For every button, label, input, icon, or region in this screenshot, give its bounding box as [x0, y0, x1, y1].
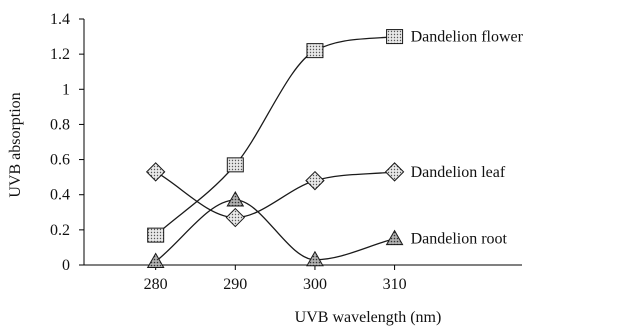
series-label: Dandelion root [411, 231, 508, 248]
data-point-diamond [305, 170, 325, 191]
y-tick-label: 0.4 [50, 187, 70, 204]
data-point-square [147, 227, 165, 243]
data-point-diamond [225, 207, 246, 228]
data-point-diamond [145, 162, 166, 182]
series-line [155, 199, 395, 263]
x-tick-label: 290 [223, 276, 247, 293]
data-point-triangle [306, 250, 324, 267]
y-tick-label: 1.2 [50, 46, 70, 63]
series-line [155, 171, 395, 219]
x-axis-title: UVB wavelength (nm) [295, 309, 442, 326]
y-tick-label: 0.6 [50, 152, 70, 169]
data-point-triangle [385, 229, 404, 246]
axes: 0 0.2 0.4 0.6 0.8 1 1.2 1.4 280 290 300 310 [50, 11, 522, 293]
series-layer: Dandelion flower Dandelion leaf Dandelion … [145, 29, 524, 268]
y-tick-label: 0 [62, 257, 70, 274]
series-triangle: Dandelion root [146, 190, 508, 268]
x-tick-label: 310 [383, 276, 407, 293]
data-point-square [306, 43, 324, 59]
y-tick-label: 0.8 [50, 116, 70, 133]
data-point-square [226, 157, 244, 173]
data-point-triangle [146, 252, 165, 268]
series-diamond: Dandelion leaf [145, 162, 506, 228]
y-axis-title: UVB absorption [7, 92, 24, 197]
y-tick-label: 1 [62, 81, 70, 98]
y-tick-label: 1.4 [50, 11, 70, 28]
x-tick-label: 280 [144, 276, 168, 293]
series-line [155, 35, 395, 236]
x-tick-label: 300 [303, 276, 327, 293]
series-label: Dandelion leaf [411, 164, 506, 181]
series-label: Dandelion flower [411, 29, 524, 46]
data-point-square [386, 29, 404, 45]
data-point-diamond [384, 162, 405, 182]
series-square: Dandelion flower [147, 29, 524, 243]
data-point-triangle [226, 190, 245, 207]
y-tick-label: 0.2 [50, 222, 70, 239]
